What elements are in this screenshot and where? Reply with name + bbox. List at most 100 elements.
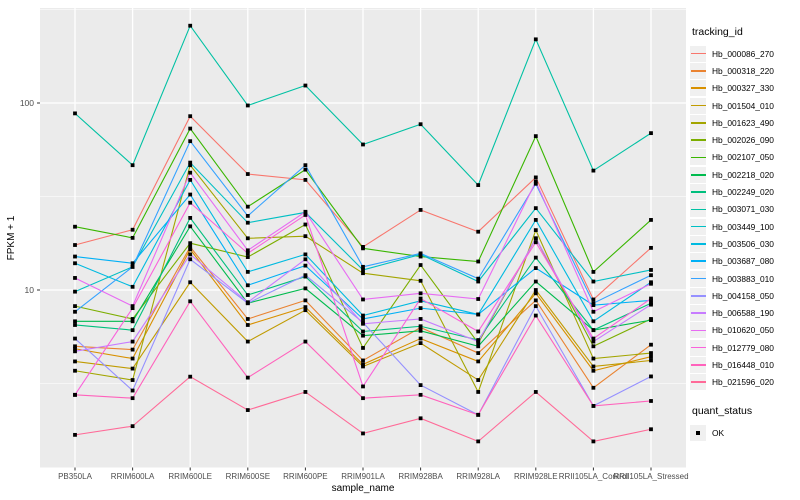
data-point xyxy=(188,252,193,257)
legend-entry: Hb_002249_020 xyxy=(690,183,800,201)
data-point xyxy=(361,264,365,269)
data-point xyxy=(130,366,135,371)
data-point xyxy=(533,179,538,184)
legend-entry: Hb_003687_080 xyxy=(690,253,800,270)
legend-label: Hb_012779_080 xyxy=(712,342,774,353)
data-point xyxy=(245,339,250,344)
legend-key xyxy=(690,287,706,304)
data-point xyxy=(73,243,77,247)
data-point xyxy=(649,131,653,136)
data-point xyxy=(476,359,481,364)
x-tick-label: PB350LA xyxy=(58,472,92,481)
data-point xyxy=(361,362,365,367)
line-swatch-icon xyxy=(690,243,706,245)
legend-key xyxy=(690,184,706,201)
data-point xyxy=(303,305,308,310)
data-point xyxy=(188,280,193,285)
data-point xyxy=(533,304,538,309)
data-point xyxy=(130,163,135,168)
data-point xyxy=(361,431,365,436)
legend-label: Hb_016448_010 xyxy=(712,359,774,370)
data-point xyxy=(591,168,596,173)
data-point xyxy=(245,408,250,412)
data-point xyxy=(418,416,423,421)
data-point xyxy=(591,309,596,314)
data-point xyxy=(130,284,135,289)
data-point xyxy=(649,296,653,301)
line-swatch-icon xyxy=(690,346,706,349)
data-point xyxy=(476,276,481,281)
data-point xyxy=(245,251,250,256)
data-point xyxy=(73,336,77,341)
data-point xyxy=(303,209,308,214)
y-tick-label: 10 xyxy=(25,285,35,295)
data-point xyxy=(533,291,538,296)
data-point xyxy=(649,281,653,286)
data-point xyxy=(361,329,365,334)
data-point xyxy=(73,276,77,280)
data-point xyxy=(303,308,308,313)
line-swatch-icon xyxy=(690,329,706,332)
data-point xyxy=(418,254,423,259)
legend-entry: Hb_002026_090 xyxy=(690,131,800,149)
data-point xyxy=(533,228,538,233)
legend-key xyxy=(690,270,706,287)
legend-key xyxy=(690,114,706,131)
legend-quant-status: quant_status OK xyxy=(690,405,800,441)
legend: tracking_id Hb_000086_270 Hb_000318_220 Hb… xyxy=(690,26,800,441)
legend-key xyxy=(690,149,706,166)
legend-entry: Hb_010620_050 xyxy=(690,322,800,339)
line-swatch-icon xyxy=(690,139,706,141)
data-point xyxy=(130,264,135,269)
data-point xyxy=(303,222,308,227)
data-point xyxy=(303,163,308,168)
data-point xyxy=(533,279,538,284)
legend-key xyxy=(690,201,706,218)
data-point xyxy=(303,273,308,278)
line-swatch-icon xyxy=(690,312,706,314)
line-swatch-icon xyxy=(690,104,706,107)
legend-key xyxy=(690,62,706,79)
data-point xyxy=(533,288,538,292)
data-point xyxy=(188,241,193,246)
data-point xyxy=(533,390,538,394)
legend-key xyxy=(690,132,706,149)
data-point xyxy=(476,329,481,334)
data-point xyxy=(476,279,481,284)
data-point xyxy=(188,247,193,252)
data-point xyxy=(130,378,135,382)
legend-entry: Hb_003449_100 xyxy=(690,218,800,235)
line-swatch-icon xyxy=(690,191,706,193)
legend-label: Hb_002249_020 xyxy=(712,187,774,198)
data-point xyxy=(649,354,653,359)
data-point xyxy=(188,299,193,304)
data-point xyxy=(591,279,596,284)
data-point xyxy=(476,229,481,234)
legend-key xyxy=(690,166,706,183)
data-point xyxy=(130,319,135,324)
data-point xyxy=(476,351,481,355)
legend-key xyxy=(690,253,706,270)
legend-key xyxy=(690,322,706,339)
data-point xyxy=(303,263,308,268)
legend-entry: Hb_000327_330 xyxy=(690,80,800,97)
data-point xyxy=(361,396,365,401)
line-swatch-icon xyxy=(690,156,706,159)
data-point xyxy=(303,339,308,344)
data-point xyxy=(245,283,250,288)
data-point xyxy=(476,339,481,344)
data-point xyxy=(649,374,653,379)
data-point xyxy=(303,213,308,217)
x-tick-label: RRIM928LA xyxy=(456,472,500,481)
line-swatch-icon xyxy=(690,70,706,72)
data-point xyxy=(361,297,365,302)
legend-entry: Hb_000318_220 xyxy=(690,62,800,79)
line-swatch-icon xyxy=(690,295,706,297)
legend-entry: Hb_003071_030 xyxy=(690,201,800,218)
y-axis-title: FPKM + 1 xyxy=(6,215,17,260)
legend-key xyxy=(690,339,706,356)
legend-key xyxy=(690,80,706,97)
legend-entry: Hb_012779_080 xyxy=(690,339,800,356)
legend-entry: Hb_016448_010 xyxy=(690,356,800,373)
data-point xyxy=(418,306,423,311)
